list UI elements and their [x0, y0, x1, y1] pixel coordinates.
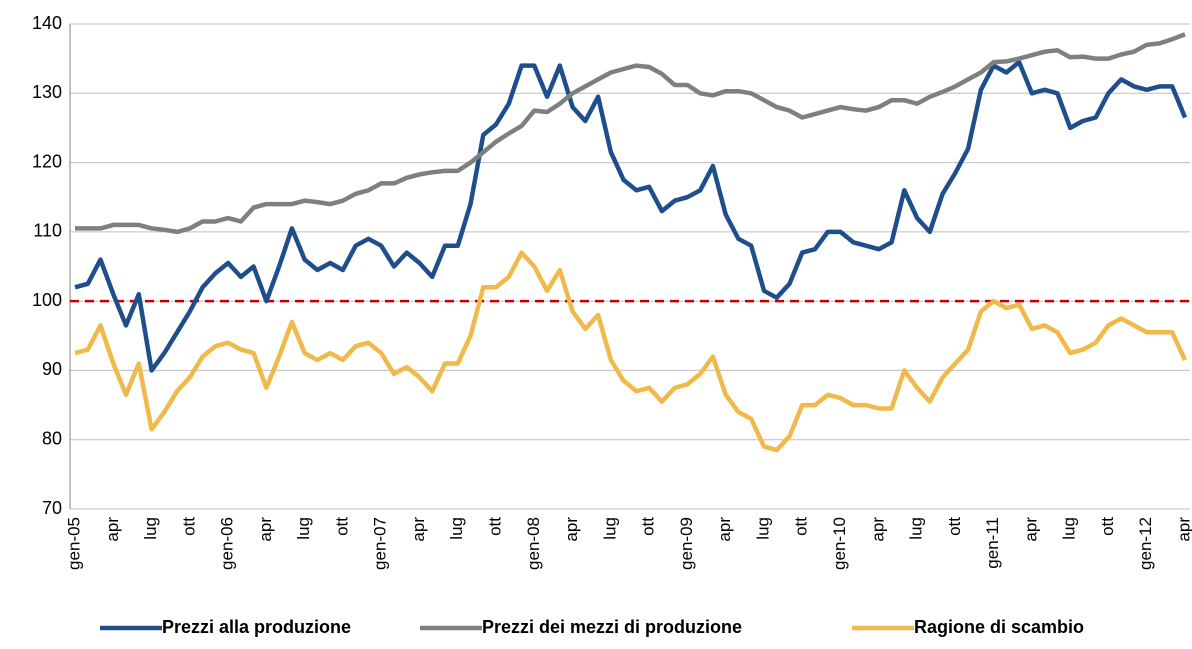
x-tick-label: apr	[256, 517, 275, 542]
x-tick-label: apr	[715, 517, 734, 542]
x-tick-label: lug	[907, 517, 926, 540]
x-tick-label: lug	[753, 517, 772, 540]
x-tick-label: ott	[332, 517, 351, 536]
y-tick-label: 100	[32, 290, 62, 310]
y-tick-label: 110	[33, 221, 62, 241]
x-tick-label: apr	[409, 517, 428, 542]
x-tick-label: lug	[294, 517, 313, 540]
x-tick-label: lug	[447, 517, 466, 540]
legend-label: Prezzi dei mezzi di produzione	[482, 617, 742, 637]
x-tick-label: lug	[141, 517, 160, 540]
series-line	[74, 59, 1188, 373]
x-tick-label: apr	[562, 517, 581, 542]
y-tick-label: 140	[32, 13, 62, 33]
x-tick-label: lug	[1060, 517, 1079, 540]
y-tick-label: 70	[42, 498, 62, 518]
x-tick-label: apr	[1021, 517, 1040, 542]
x-tick-label: gen-12	[1136, 517, 1155, 570]
series-line	[75, 32, 1186, 235]
x-tick-label: ott	[486, 517, 505, 536]
x-tick-label: ott	[945, 517, 964, 536]
x-tick-label: apr	[868, 517, 887, 542]
y-tick-label: 90	[42, 359, 62, 379]
y-tick-label: 120	[32, 151, 62, 171]
x-tick-label: gen-11	[983, 517, 1002, 569]
x-tick-label: gen-06	[218, 517, 237, 570]
x-tick-label: gen-09	[677, 517, 696, 570]
x-tick-label: apr	[1174, 517, 1192, 542]
x-tick-label: gen-08	[524, 517, 543, 570]
x-tick-label: gen-10	[830, 517, 849, 570]
series-line	[74, 250, 1188, 453]
y-tick-label: 80	[42, 428, 62, 448]
x-tick-label: ott	[792, 517, 811, 536]
x-tick-label: gen-07	[371, 517, 390, 570]
x-tick-label: lug	[600, 517, 619, 540]
x-tick-label: ott	[639, 517, 658, 536]
x-tick-label: ott	[179, 517, 198, 536]
x-tick-label: gen-05	[64, 517, 83, 570]
x-tick-label: apr	[103, 517, 122, 542]
legend-label: Prezzi alla produzione	[162, 617, 351, 637]
x-tick-label: ott	[1098, 517, 1117, 536]
legend-label: Ragione di scambio	[914, 617, 1084, 637]
y-tick-label: 130	[32, 82, 62, 102]
